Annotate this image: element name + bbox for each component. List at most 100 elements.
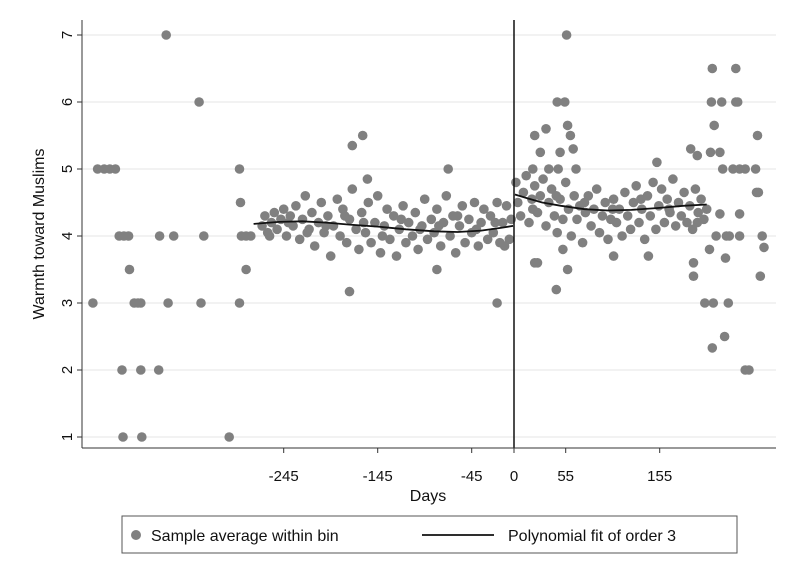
- data-point: [88, 298, 98, 308]
- data-point: [673, 197, 684, 208]
- y-tick-labels: 1 2 3 4 5 6 7: [59, 31, 82, 441]
- data-point: [521, 170, 531, 181]
- data-point: [709, 120, 719, 131]
- fit-lines: [253, 193, 707, 233]
- data-point: [654, 201, 664, 211]
- x-tick-label: 155: [647, 468, 672, 485]
- data-point: [687, 224, 698, 235]
- data-point: [529, 130, 540, 141]
- data-point: [720, 253, 731, 263]
- data-point: [278, 204, 289, 214]
- data-point: [591, 184, 602, 194]
- data-point: [452, 211, 463, 221]
- data-point: [700, 298, 710, 308]
- data-point: [403, 217, 414, 228]
- data-point: [535, 191, 546, 201]
- scatter-points: [88, 30, 769, 442]
- data-point: [419, 194, 430, 204]
- data-point: [744, 365, 754, 375]
- data-point: [490, 217, 501, 228]
- data-point: [469, 197, 480, 208]
- data-point: [716, 97, 727, 107]
- data-point: [551, 284, 562, 295]
- data-point: [704, 244, 715, 255]
- data-point: [110, 164, 121, 174]
- data-point: [561, 30, 572, 40]
- data-point: [344, 286, 355, 297]
- data-point: [696, 194, 706, 204]
- data-point: [693, 207, 703, 218]
- data-point: [434, 221, 444, 231]
- data-point: [579, 197, 590, 208]
- x-tick-label: -245: [269, 468, 299, 485]
- data-point: [541, 221, 551, 231]
- data-point: [607, 204, 618, 214]
- data-point: [734, 209, 745, 219]
- data-point: [620, 187, 630, 198]
- data-point: [117, 365, 127, 375]
- data-point: [597, 211, 608, 221]
- data-point: [614, 204, 625, 214]
- x-tick-label: -45: [461, 468, 483, 485]
- data-point: [241, 264, 251, 275]
- data-point: [153, 365, 164, 375]
- data-point: [291, 201, 301, 211]
- data-point: [161, 30, 171, 40]
- data-point: [432, 204, 442, 214]
- x-tick-labels: -245 -145 -45 0 55 155: [269, 448, 672, 485]
- data-point: [708, 298, 719, 308]
- data-point: [656, 184, 667, 194]
- data-point: [473, 241, 484, 251]
- data-point: [707, 63, 718, 74]
- data-point: [611, 217, 622, 228]
- data-point: [740, 164, 750, 174]
- data-point: [385, 234, 395, 245]
- data-point: [639, 234, 650, 245]
- data-point: [651, 224, 661, 235]
- data-point: [679, 187, 689, 198]
- data-point: [645, 211, 656, 221]
- legend-label-fit: Polynomial fit of order 3: [508, 528, 676, 545]
- data-point: [398, 201, 408, 211]
- data-point: [413, 244, 423, 255]
- data-point: [560, 177, 571, 188]
- data-point: [136, 365, 146, 375]
- data-point: [705, 147, 716, 158]
- data-point: [676, 211, 687, 221]
- data-point: [410, 207, 421, 218]
- data-point: [757, 231, 767, 241]
- data-point: [577, 237, 588, 248]
- data-point: [391, 251, 402, 261]
- data-point: [668, 174, 678, 184]
- data-point: [608, 194, 619, 204]
- data-point: [366, 237, 376, 248]
- data-point: [688, 258, 699, 268]
- data-point: [571, 164, 581, 174]
- data-point: [325, 251, 336, 261]
- data-point: [272, 224, 282, 235]
- data-point: [224, 432, 234, 442]
- data-point: [734, 231, 745, 241]
- y-axis-label: Warmth toward Muslims: [31, 149, 48, 320]
- data-point: [558, 214, 568, 225]
- data-point: [753, 187, 764, 198]
- data-point: [307, 207, 317, 218]
- data-point: [235, 197, 246, 208]
- data-point: [752, 130, 763, 141]
- data-point: [372, 191, 383, 201]
- data-point: [363, 197, 374, 208]
- data-point: [309, 241, 320, 251]
- data-point: [351, 224, 361, 235]
- data-point: [750, 164, 761, 174]
- data-point: [664, 204, 674, 214]
- data-point: [715, 209, 725, 219]
- data-point: [492, 298, 502, 308]
- data-point: [528, 204, 538, 214]
- x-tick-label: 0: [510, 468, 518, 485]
- data-point: [196, 298, 206, 308]
- data-point: [260, 211, 270, 221]
- data-point: [625, 224, 636, 235]
- data-point: [659, 217, 670, 228]
- data-point: [662, 194, 672, 204]
- data-point: [558, 244, 568, 255]
